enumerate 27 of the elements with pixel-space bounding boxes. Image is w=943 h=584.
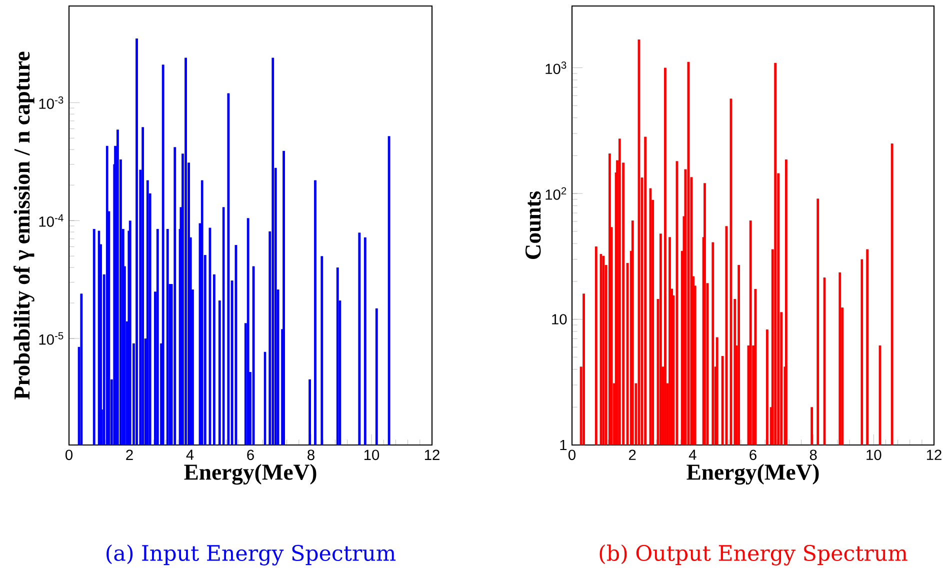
- x-tick-label: 8: [308, 450, 314, 460]
- x-tick-label: 4: [688, 450, 696, 460]
- x-tick-label: 12: [424, 450, 440, 460]
- y-axis-title: Counts: [525, 191, 541, 260]
- x-tick-label: 0: [65, 450, 72, 460]
- y-tick-label: 10$^{2}$: [546, 187, 566, 200]
- y-tick-label: 10: [552, 314, 567, 324]
- x-tick-label: 6: [750, 450, 756, 460]
- x-tick-label: 4: [186, 450, 194, 460]
- x-axis-title: Energy(MeV): [686, 464, 819, 485]
- y-tick-label: 10$^{-4}$: [39, 214, 64, 227]
- y-tick-label: 10$^{3}$: [546, 61, 566, 74]
- x-tick-label: 2: [628, 450, 636, 460]
- x-tick-label: 8: [810, 450, 817, 460]
- y-tick-label: 1: [560, 440, 567, 450]
- x-tick-label: 6: [247, 450, 254, 460]
- x-tick-label: 10: [866, 450, 882, 460]
- x-axis-title: Energy(MeV): [184, 464, 316, 485]
- x-tick-label: 0: [568, 450, 576, 460]
- x-tick-label: 2: [126, 450, 133, 460]
- y-tick-label: 10$^{-5}$: [39, 332, 64, 345]
- x-tick-label: 12: [926, 450, 942, 460]
- text: (a) Input Energy Spectrum: [106, 544, 396, 566]
- x-tick-label: 10: [364, 450, 380, 460]
- y-axis-title: Probability of γ emission / n capture: [14, 52, 34, 400]
- y-tick-label: 10$^{-3}$: [39, 96, 64, 109]
- text: (b) Output Energy Spectrum: [600, 544, 908, 566]
